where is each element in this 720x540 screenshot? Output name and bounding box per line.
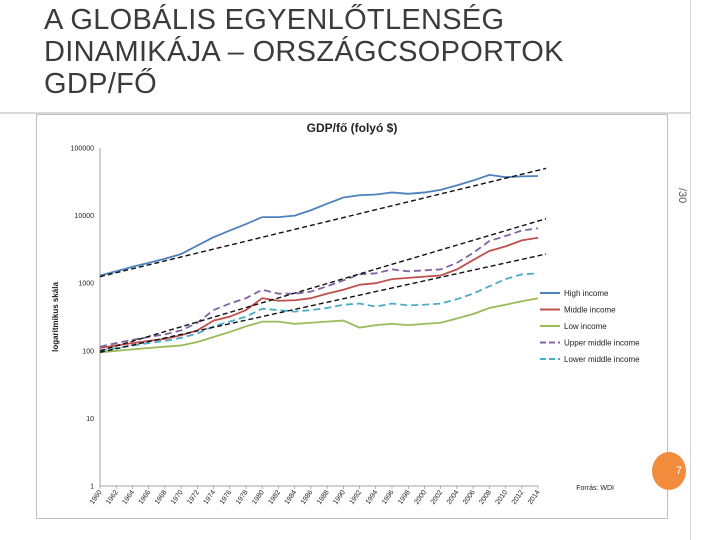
source-note: Forrás: WDI <box>576 485 614 492</box>
y-tick-label: 1 <box>90 484 94 491</box>
series-line-upper-middle-income <box>99 227 539 348</box>
x-tick-label: 1970 <box>170 489 185 506</box>
series-line-low-income <box>99 297 539 354</box>
y-tick-label: 100 <box>82 348 94 355</box>
x-tick-label: 1994 <box>365 489 380 506</box>
x-tick-label: 1978 <box>235 489 250 506</box>
series-line-middle-income <box>99 236 539 349</box>
slide-title: A GLOBÁLIS EGYENLŐTLENSÉG DINAMIKÁJA – O… <box>44 4 604 100</box>
slide-title-line-2: DINAMIKÁJA – ORSZÁGCSOPORTOK <box>44 36 564 68</box>
chart-frame <box>36 114 668 519</box>
right-divider <box>690 0 691 540</box>
y-tick-label: 1000 <box>78 281 94 288</box>
slide-title-line-3: GDP/FŐ <box>44 68 157 100</box>
legend-label: Upper middle income <box>564 339 640 348</box>
series-line-lower-middle-income <box>99 272 539 352</box>
y-tick-label: 100000 <box>71 146 94 153</box>
x-tick-label: 1984 <box>284 489 299 506</box>
x-tick-label: 1996 <box>381 489 396 506</box>
trend-line-lower-middle <box>99 253 547 353</box>
x-tick-label: 1960 <box>89 489 104 506</box>
x-tick-label: 2004 <box>446 489 461 506</box>
legend-label: Lower middle income <box>564 355 640 364</box>
x-tick-label: 2002 <box>430 489 445 506</box>
x-tick-label: 1992 <box>349 489 364 506</box>
legend-label: Middle income <box>564 306 616 315</box>
x-tick-label: 1988 <box>316 489 331 506</box>
x-tick-label: 1972 <box>186 489 201 506</box>
trend-line-upper-middle <box>99 218 547 352</box>
x-tick-label: 1980 <box>251 489 266 506</box>
x-tick-label: 1976 <box>219 489 234 506</box>
legend-label: High income <box>564 289 609 298</box>
x-tick-label: 2008 <box>478 489 493 506</box>
slide-number-badge: 7 <box>652 452 686 490</box>
side-page-number: /30 <box>676 188 688 204</box>
x-tick-label: 1962 <box>105 489 120 506</box>
x-tick-label: 1968 <box>154 489 169 506</box>
title-divider <box>0 112 690 114</box>
series-line-high-income <box>99 173 539 277</box>
y-tick-label: 10 <box>86 416 94 423</box>
x-tick-label: 2012 <box>511 489 526 506</box>
trend-line-high-income <box>99 167 547 278</box>
x-tick-label: 2010 <box>495 489 510 506</box>
x-tick-label: 1966 <box>138 489 153 506</box>
x-tick-label: 1982 <box>267 489 282 506</box>
x-tick-label: 1964 <box>121 489 136 506</box>
x-tick-label: 2000 <box>413 489 428 506</box>
slide-title-line-1: A GLOBÁLIS EGYENLŐTLENSÉG <box>44 4 505 36</box>
legend-label: Low income <box>564 322 607 331</box>
x-tick-label: 2014 <box>527 489 542 506</box>
chart-title: GDP/fő (folyó $) <box>307 121 398 135</box>
y-tick-label: 10000 <box>75 213 95 220</box>
gdp-chart: GDP/fő (folyó $) 100000 10000 1000 100 10 1 log… <box>51 121 640 506</box>
y-axis-label: logaritmikus skála <box>51 282 60 352</box>
x-tick-label: 1998 <box>397 489 412 506</box>
x-tick-label: 1974 <box>203 489 218 506</box>
x-tick-label: 1990 <box>332 489 347 506</box>
x-tick-label: 2006 <box>462 489 477 506</box>
x-tick-label: 1986 <box>300 489 315 506</box>
